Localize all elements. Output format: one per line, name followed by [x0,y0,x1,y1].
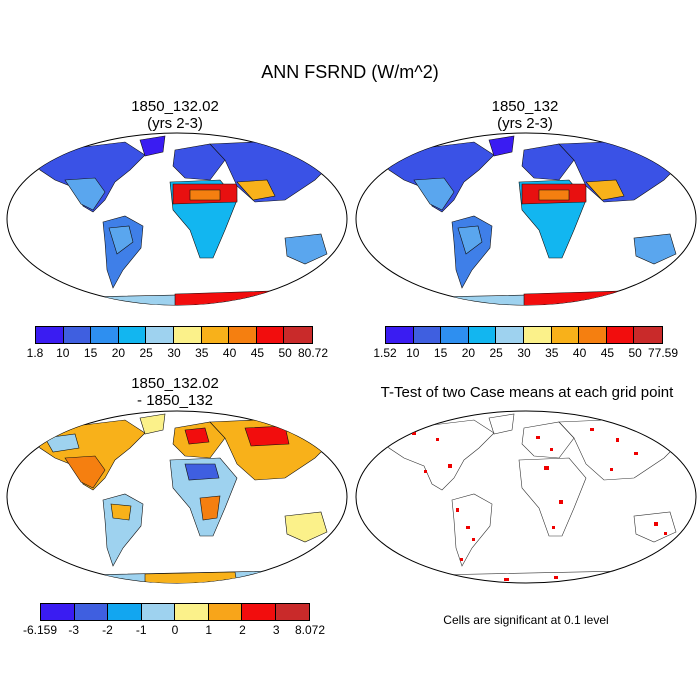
colorbar-label: 30 [167,346,181,360]
colorbar-cell [175,604,209,620]
colorbar-label: 20 [461,346,476,360]
colorbar-label: -2 [102,623,113,637]
colorbar-label: -6.159 [22,623,58,637]
colorbar-cell [108,604,142,620]
panel-title-line1: 1850_132.02 [131,375,219,392]
colorbar-cell [606,327,635,343]
map-diff [6,410,348,584]
colorbar-cell [551,327,580,343]
colorbar-label: 50 [278,346,292,360]
colorbar-label: 1.52 [373,346,397,360]
colorbar-label: 8.072 [294,623,326,637]
colorbar-cell [118,327,147,343]
panel-title-line1: T-Test of two Case means at each grid po… [380,384,674,401]
colorbar-cell [242,604,276,620]
colorbar-cell [275,604,309,620]
colorbar-label: 35 [545,346,559,360]
colorbar-cell [579,327,607,343]
colorbar-cell [441,327,469,343]
colorbar-label: 25 [489,346,503,360]
colorbar-label: 15 [433,346,448,360]
panel-title-line1: 1850_132.02 [131,98,219,115]
colorbar-cell [229,327,257,343]
figure-title: ANN FSRND (W/m^2) [261,62,439,82]
colorbar-label: 10 [406,346,420,360]
colorbar-cell [146,327,174,343]
colorbar-case1 [35,326,313,344]
colorbar-label: 40 [222,346,237,360]
colorbar-label: 35 [195,346,209,360]
colorbar-labels-case2: 1.52 10 15 20 25 30 35 40 45 50 77.59 [373,346,678,360]
panel-title-case1: 1850_132.02 (yrs 2-3) [35,98,315,132]
colorbar-cell [201,327,230,343]
colorbar-label: 1 [205,623,213,637]
colorbar-cell [523,327,552,343]
panel-title-line2: (yrs 2-3) [497,115,553,132]
colorbar-label: 30 [517,346,531,360]
colorbar-cell [91,327,119,343]
colorbar-label: 3 [272,623,280,637]
colorbar-diff [40,603,310,621]
colorbar-cell [413,327,442,343]
colorbar-cell [468,327,497,343]
colorbar-cell [496,327,524,343]
panel-title-line2: - 1850_132 [137,392,213,409]
colorbar-label: 50 [628,346,642,360]
colorbar-label: 0 [171,623,179,637]
colorbar-cell [284,327,312,343]
colorbar-cell [63,327,92,343]
panel-title-line1: 1850_132 [491,98,559,115]
colorbar-label: -3 [68,623,80,637]
colorbar-labels-case1: 1.8 10 15 20 25 30 35 40 45 50 80.72 [27,346,328,360]
colorbar-label: 2 [239,623,246,637]
colorbar-cell [41,604,75,620]
map-ttest [355,410,697,584]
colorbar-label: 25 [139,346,153,360]
colorbar-label: -1 [135,623,147,637]
colorbar-label: 20 [111,346,126,360]
colorbar-label: 1.8 [26,346,44,360]
colorbar-cell [386,327,414,343]
panel-title-ttest: T-Test of two Case means at each grid po… [355,384,699,401]
colorbar-cell [634,327,662,343]
colorbar-label: 40 [572,346,587,360]
colorbar-cell [208,604,242,620]
panel-title-line2: (yrs 2-3) [147,115,203,132]
colorbar-label: 45 [250,346,265,360]
map-case1 [6,132,348,306]
colorbar-cell [74,604,108,620]
colorbar-label: 45 [600,346,615,360]
colorbar-label: 10 [56,346,70,360]
colorbar-case2 [385,326,663,344]
colorbar-cell [141,604,175,620]
colorbar-cell [256,327,285,343]
colorbar-label: 77.59 [647,346,679,360]
colorbar-label: 15 [83,346,98,360]
significance-note: Cells are significant at 0.1 level [443,613,609,627]
colorbar-label: 80.72 [297,346,329,360]
panel-title-diff: 1850_132.02 - 1850_132 [35,375,315,409]
map-case2 [355,132,697,306]
panel-title-case2: 1850_132 (yrs 2-3) [385,98,665,132]
colorbar-cell [173,327,202,343]
colorbar-labels-diff: -6.159 -3 -2 -1 0 1 2 3 8.072 [23,623,325,637]
colorbar-cell [36,327,64,343]
